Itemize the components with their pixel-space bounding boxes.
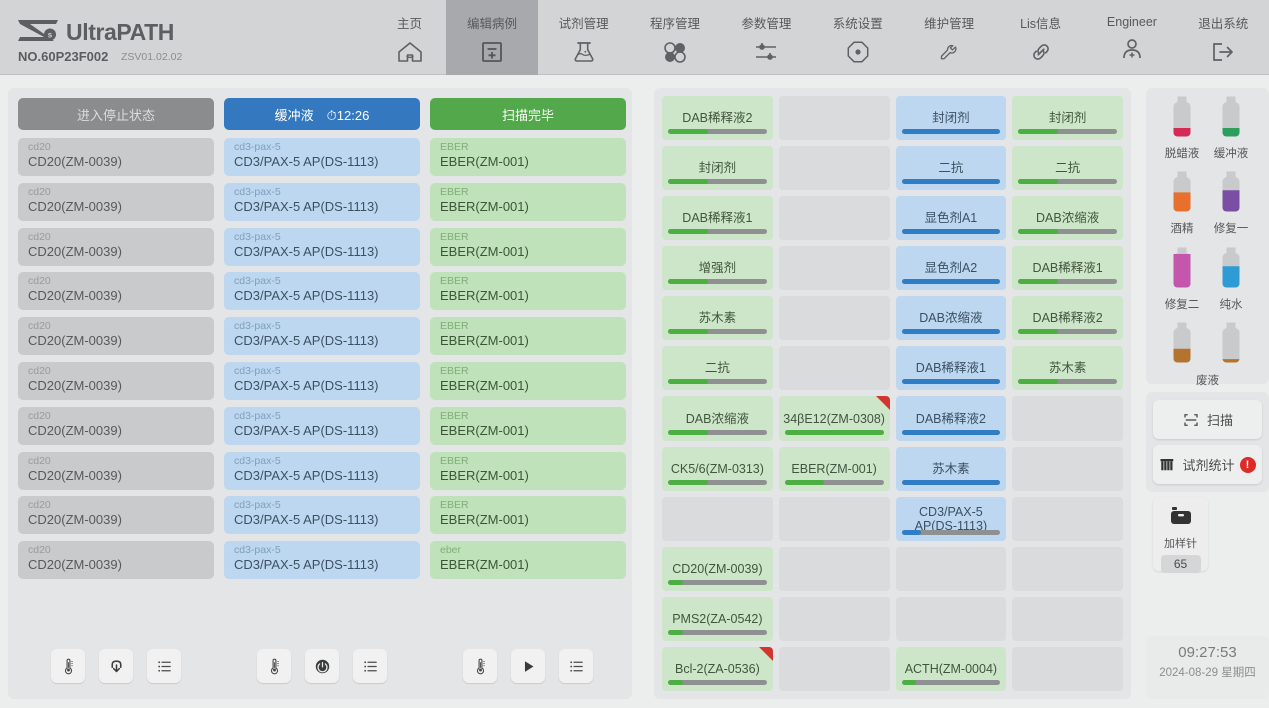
svg-text:UltraPATH: UltraPATH [66, 19, 174, 45]
svg-text:s: s [48, 30, 53, 39]
